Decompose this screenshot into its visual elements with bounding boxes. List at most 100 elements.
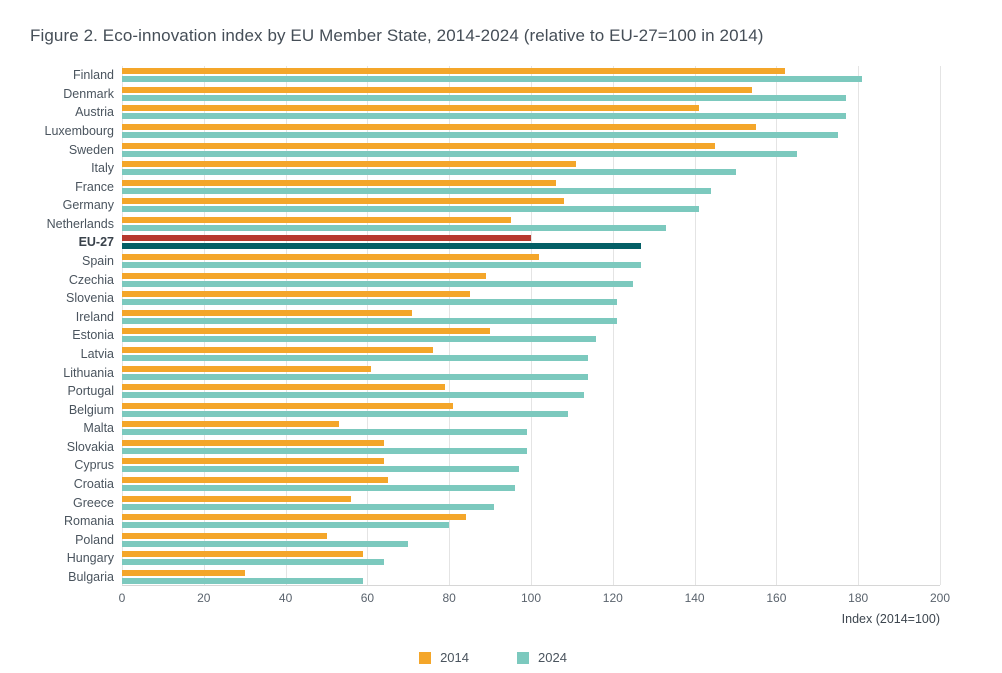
chart-row: Denmark bbox=[30, 85, 956, 104]
chart-row: Poland bbox=[30, 530, 956, 549]
bar-2014 bbox=[122, 142, 716, 149]
chart-row: Portugal bbox=[30, 382, 956, 401]
category-label: Finland bbox=[73, 68, 114, 83]
category-label: Malta bbox=[83, 421, 114, 436]
category-label: Spain bbox=[82, 254, 114, 269]
bar-2024 bbox=[122, 392, 585, 399]
bar-2014 bbox=[122, 458, 384, 465]
category-label: Bulgaria bbox=[68, 569, 114, 584]
chart-row: Romania bbox=[30, 512, 956, 531]
category-label: Latvia bbox=[80, 346, 114, 361]
bar-2014 bbox=[122, 421, 339, 428]
gridline bbox=[776, 66, 778, 585]
bar-track bbox=[122, 270, 940, 289]
bar-track bbox=[122, 289, 940, 308]
chart-row: Bulgaria bbox=[30, 568, 956, 587]
category-label: Italy bbox=[91, 161, 114, 176]
gridline bbox=[940, 66, 941, 585]
plot-area: Finland Denmark Austria Luxembourg Sweden Ita… bbox=[30, 66, 956, 586]
bar-2014 bbox=[122, 495, 352, 502]
category-label: Hungary bbox=[66, 551, 114, 566]
category-label: Denmark bbox=[63, 86, 114, 101]
bar-track bbox=[122, 122, 940, 141]
category-label: Netherlands bbox=[46, 216, 114, 231]
bar-2014 bbox=[122, 272, 486, 279]
bar-track bbox=[122, 456, 940, 475]
bar-2024 bbox=[122, 76, 863, 83]
bar-track bbox=[122, 530, 940, 549]
bar-track bbox=[122, 400, 940, 419]
bar-2024 bbox=[122, 485, 515, 491]
bar-2014 bbox=[122, 532, 327, 539]
bar-2024 bbox=[122, 410, 568, 417]
bar-2014 bbox=[122, 309, 413, 316]
bar-2014 bbox=[122, 105, 699, 112]
bar-2014 bbox=[122, 235, 531, 242]
bar-2014 bbox=[122, 514, 466, 521]
bar-track bbox=[122, 475, 940, 494]
category-label: Cyprus bbox=[74, 458, 114, 473]
bar-2014 bbox=[122, 384, 446, 391]
legend-label: 2024 bbox=[538, 650, 567, 665]
x-tick-label: 20 bbox=[197, 591, 211, 605]
gridline bbox=[612, 66, 614, 585]
category-label: Czechia bbox=[68, 272, 114, 287]
bar-2024 bbox=[122, 447, 527, 454]
bar-2024 bbox=[122, 522, 450, 529]
bar-2024 bbox=[122, 132, 838, 139]
bar-2024 bbox=[122, 224, 666, 231]
x-tick-label: 140 bbox=[684, 591, 705, 605]
legend-item-2014: 2014 bbox=[419, 650, 469, 665]
bar-track bbox=[122, 419, 940, 438]
bar-track bbox=[122, 85, 940, 104]
chart-row: Germany bbox=[30, 196, 956, 215]
chart-row: Greece bbox=[30, 493, 956, 512]
bar-rows: Finland Denmark Austria Luxembourg Sweden Ita… bbox=[30, 66, 956, 586]
bar-track bbox=[122, 345, 940, 364]
gridlines bbox=[122, 66, 941, 586]
category-label: Croatia bbox=[73, 477, 114, 491]
bar-track bbox=[122, 363, 940, 382]
bar-2024 bbox=[122, 299, 617, 306]
chart-row: Lithuania bbox=[30, 363, 956, 382]
chart-row: EU-27 bbox=[30, 233, 956, 252]
bar-2024 bbox=[122, 187, 711, 194]
gridline bbox=[858, 66, 860, 585]
legend-swatch-2014 bbox=[419, 651, 432, 664]
chart-row: Luxembourg bbox=[30, 122, 956, 141]
bar-track bbox=[122, 196, 940, 215]
bar-2024 bbox=[122, 206, 699, 213]
bar-track bbox=[122, 233, 940, 252]
category-label: Ireland bbox=[75, 309, 114, 324]
bar-2014 bbox=[122, 291, 470, 298]
bar-track bbox=[122, 66, 940, 85]
category-label: EU-27 bbox=[78, 235, 114, 250]
x-tick-label: 80 bbox=[442, 591, 456, 605]
chart-row: Finland bbox=[30, 66, 956, 85]
x-axis: 0 20 40 60 80 100 120 140 160 180 200 bbox=[119, 586, 950, 606]
x-axis-title: Index (2014=100) bbox=[841, 612, 940, 626]
bar-2024 bbox=[122, 336, 597, 343]
bar-track bbox=[122, 568, 940, 587]
eco-innovation-bar-chart: Finland Denmark Austria Luxembourg Sweden Ita… bbox=[30, 66, 956, 665]
category-label: Lithuania bbox=[63, 365, 114, 380]
figure-title: Figure 2. Eco-innovation index by EU Mem… bbox=[30, 26, 764, 45]
category-label: Greece bbox=[73, 495, 114, 510]
category-label: Luxembourg bbox=[44, 124, 115, 139]
bar-2024 bbox=[122, 113, 846, 120]
chart-row: Slovakia bbox=[30, 438, 956, 457]
category-label: Poland bbox=[75, 532, 114, 547]
bar-2014 bbox=[122, 86, 752, 93]
bar-2014 bbox=[122, 161, 576, 168]
x-tick-label: 40 bbox=[278, 591, 293, 605]
chart-row: Austria bbox=[30, 103, 956, 122]
bar-2024 bbox=[122, 317, 617, 324]
bar-track bbox=[122, 103, 940, 122]
chart-row: Czechia bbox=[30, 270, 956, 289]
chart-row: Slovenia bbox=[30, 289, 956, 308]
x-tick-label: 100 bbox=[520, 591, 542, 605]
bar-2014 bbox=[122, 439, 384, 446]
bar-track bbox=[122, 159, 940, 178]
legend: 2014 2024 bbox=[30, 650, 956, 665]
